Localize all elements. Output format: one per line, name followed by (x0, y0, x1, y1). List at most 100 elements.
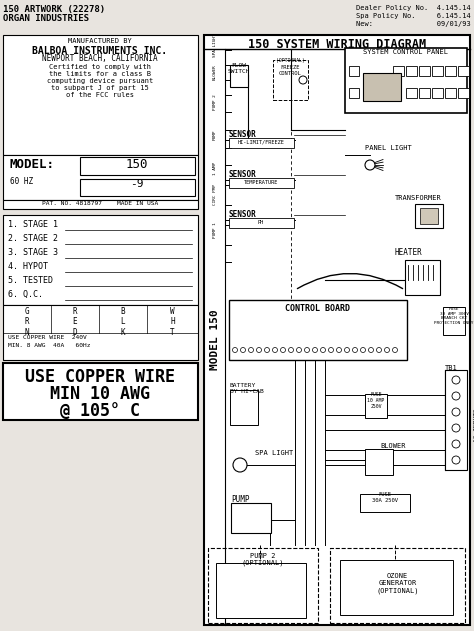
Text: PAT. NO. 4818797    MADE IN USA: PAT. NO. 4818797 MADE IN USA (42, 201, 158, 206)
Text: 150 ARTWORK (22278): 150 ARTWORK (22278) (3, 5, 105, 14)
Bar (229, 178, 294, 188)
Bar (432, 66, 443, 76)
Text: 1. STAGE 1: 1. STAGE 1 (8, 220, 58, 229)
Bar (445, 88, 456, 98)
Bar (216, 563, 306, 618)
Text: the limits for a class B: the limits for a class B (49, 71, 151, 77)
Circle shape (337, 348, 341, 353)
Bar (3, 215, 198, 305)
Circle shape (452, 456, 460, 464)
Bar (229, 300, 407, 360)
Text: USE COPPER WIRE  240V: USE COPPER WIRE 240V (8, 335, 87, 340)
Circle shape (376, 348, 382, 353)
Circle shape (452, 408, 460, 416)
Bar (340, 560, 453, 615)
Bar (419, 88, 430, 98)
Circle shape (281, 348, 285, 353)
Text: 5. TESTED: 5. TESTED (8, 276, 53, 285)
Circle shape (312, 348, 318, 353)
Bar (230, 65, 248, 87)
Circle shape (452, 440, 460, 448)
Circle shape (452, 392, 460, 400)
Text: 1 AMP: 1 AMP (213, 162, 217, 175)
Bar (349, 88, 359, 98)
Bar (3, 155, 198, 200)
Bar (445, 66, 456, 76)
Circle shape (353, 348, 357, 353)
Circle shape (345, 348, 349, 353)
Text: 150: 150 (126, 158, 148, 171)
Circle shape (320, 348, 326, 353)
Text: FLOW
SWITCH: FLOW SWITCH (228, 63, 250, 74)
Text: PUMP: PUMP (231, 495, 249, 504)
Text: PH: PH (258, 220, 264, 225)
Text: FUSE
30A 250V: FUSE 30A 250V (372, 492, 398, 503)
Bar (365, 449, 393, 475)
Bar (458, 66, 469, 76)
Text: CIRC PMP: CIRC PMP (213, 184, 217, 205)
Circle shape (299, 76, 307, 84)
Text: PUMP 1: PUMP 1 (213, 222, 217, 238)
Text: OZONE
GENERATOR
(OPTIONAL): OZONE GENERATOR (OPTIONAL) (376, 573, 419, 594)
Text: of the FCC rules: of the FCC rules (66, 92, 134, 98)
Bar (405, 260, 440, 295)
Text: @ 105° C: @ 105° C (60, 402, 140, 420)
Text: FREEZE
CONTROL: FREEZE CONTROL (279, 65, 302, 76)
Text: B
L
K: B L K (121, 307, 125, 337)
Text: 150 SYSTEM WIRING DIAGRAM: 150 SYSTEM WIRING DIAGRAM (248, 38, 426, 51)
Text: G
R
N: G R N (25, 307, 29, 337)
Circle shape (384, 348, 390, 353)
Bar (345, 48, 467, 113)
Circle shape (240, 348, 246, 353)
Text: USE COPPER WIRE: USE COPPER WIRE (25, 368, 175, 386)
Bar (443, 307, 465, 335)
Text: MIN. 8 AWG  40A   60Hz: MIN. 8 AWG 40A 60Hz (8, 343, 91, 348)
Bar (445, 370, 467, 470)
Bar (80, 179, 195, 196)
Text: Certified to comply with: Certified to comply with (49, 64, 151, 70)
Text: -9: -9 (130, 179, 144, 189)
Text: NEWPORT BEACH, CALIFORNIA: NEWPORT BEACH, CALIFORNIA (42, 54, 158, 63)
Text: MODEL 150: MODEL 150 (210, 310, 220, 370)
Circle shape (297, 348, 301, 353)
Circle shape (256, 348, 262, 353)
Text: SYSTEM CONTROL PANEL: SYSTEM CONTROL PANEL (364, 49, 448, 55)
Text: PANEL LIGHT: PANEL LIGHT (365, 145, 412, 151)
Bar (80, 157, 195, 175)
Text: Spa Policy No.     6.145.14: Spa Policy No. 6.145.14 (356, 13, 471, 19)
Bar (230, 390, 258, 425)
Text: FUSE
30 AMP 300V
BRANCH CKT
PROTECTION ONLY: FUSE 30 AMP 300V BRANCH CKT PROTECTION O… (434, 307, 474, 325)
Circle shape (289, 348, 293, 353)
Bar (231, 503, 271, 533)
Bar (420, 208, 438, 224)
Text: W
H
T: W H T (170, 307, 175, 337)
Bar (349, 66, 359, 76)
Bar (3, 363, 198, 420)
Circle shape (365, 160, 375, 170)
Text: TB1: TB1 (445, 365, 458, 371)
Text: TEMPERATURE: TEMPERATURE (244, 180, 278, 185)
Bar (432, 88, 443, 98)
Text: TRANSFORMER: TRANSFORMER (395, 195, 442, 201)
Text: MIN 10 AWG: MIN 10 AWG (50, 385, 150, 403)
Text: MODEL:: MODEL: (10, 158, 55, 171)
Text: (OPTIONAL): (OPTIONAL) (276, 58, 305, 63)
Circle shape (368, 348, 374, 353)
Circle shape (452, 424, 460, 432)
Bar (273, 60, 308, 100)
Bar (208, 548, 318, 623)
Circle shape (273, 348, 277, 353)
Text: computing device pursuant: computing device pursuant (47, 78, 153, 84)
Circle shape (328, 348, 334, 353)
Bar (363, 73, 401, 101)
Circle shape (248, 348, 254, 353)
Text: SENSOR: SENSOR (229, 130, 257, 139)
Text: PUMP 2
(OPTIONAL): PUMP 2 (OPTIONAL) (242, 553, 284, 567)
Text: to subpart J of part 15: to subpart J of part 15 (51, 85, 149, 91)
Text: BLOWER: BLOWER (380, 443, 405, 449)
Bar (406, 88, 417, 98)
Bar (3, 35, 198, 155)
Text: SENSOR: SENSOR (229, 210, 257, 219)
Text: SENSOR: SENSOR (229, 170, 257, 179)
Text: R
E
D: R E D (73, 307, 77, 337)
